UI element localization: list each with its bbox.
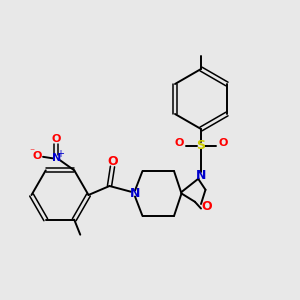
Text: O: O [201,200,212,214]
Text: ⁻: ⁻ [29,147,34,157]
Text: N: N [52,153,61,163]
Text: N: N [196,169,206,182]
Text: O: O [107,154,118,168]
Text: O: O [174,138,184,148]
Text: O: O [218,138,228,148]
Text: +: + [56,148,64,158]
Text: S: S [196,139,206,152]
Text: O: O [52,134,61,144]
Text: N: N [130,187,140,200]
Text: O: O [32,151,42,161]
